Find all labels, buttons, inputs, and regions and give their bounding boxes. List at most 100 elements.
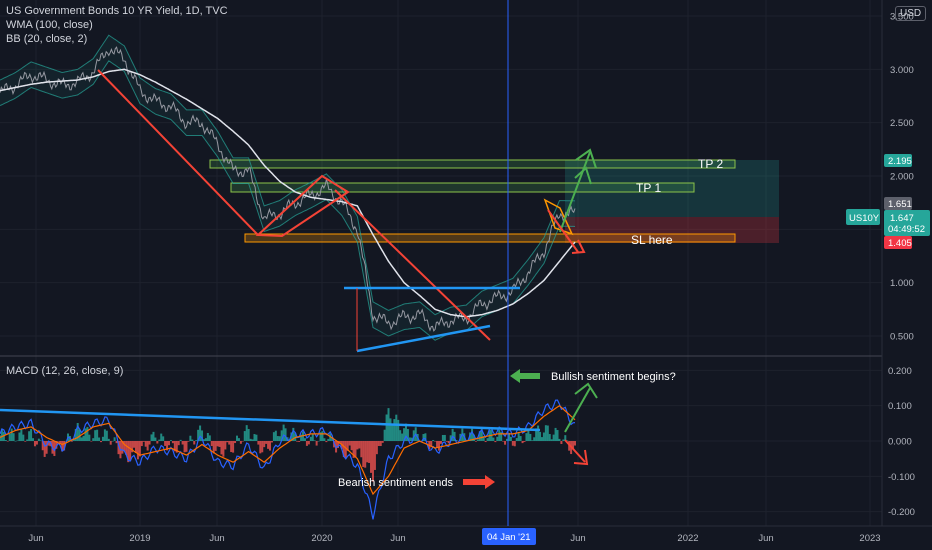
macd-histogram-bar — [298, 441, 301, 442]
macd-histogram-bar — [348, 441, 351, 446]
last-price-badge — [884, 210, 930, 236]
macd-histogram-bar — [189, 435, 192, 441]
macd-tick-label: -0.200 — [888, 507, 915, 518]
macd-histogram-bar — [404, 423, 407, 441]
macd-histogram-bar — [537, 425, 540, 441]
macd-signal-line — [0, 404, 576, 496]
macd-histogram-bar — [540, 437, 543, 441]
macd-histogram-bar — [471, 428, 474, 441]
macd-histogram-bar — [26, 439, 29, 441]
macd-histogram-bar — [296, 441, 299, 442]
macd-histogram-bar — [24, 441, 27, 442]
macd-histogram-bar — [566, 440, 569, 441]
sl-badge — [884, 236, 912, 249]
macd-histogram-bar — [406, 428, 409, 441]
macd-histogram-bar — [103, 429, 106, 441]
macd-histogram-bar — [486, 438, 489, 441]
time-tick-label: 2020 — [311, 533, 332, 544]
macd-histogram-bar — [220, 441, 223, 455]
macd-histogram-bar — [185, 441, 188, 452]
macd-histogram-bar — [201, 430, 204, 441]
macd-histogram-bar — [131, 441, 134, 453]
tp2-badge-value: 2.195 — [888, 156, 912, 167]
macd-histogram-bar — [379, 441, 382, 447]
macd-histogram-bar — [12, 433, 15, 441]
currency-button[interactable]: USD — [895, 6, 927, 21]
macd-histogram-bar — [533, 437, 536, 441]
macd-histogram-bar — [344, 441, 347, 459]
macd-up-arrow — [564, 387, 591, 433]
macd-histogram-bar — [432, 440, 435, 441]
macd-histogram-bar — [337, 441, 340, 449]
macd-histogram-bar — [47, 441, 50, 446]
main-legend: US Government Bonds 10 YR Yield, 1D, TVC… — [6, 4, 228, 46]
macd-histogram-bar — [574, 441, 576, 446]
macd-tick-label: 0.100 — [888, 401, 912, 412]
macd-histogram-bar — [513, 441, 516, 447]
macd-histogram-bar — [212, 441, 215, 454]
macd-histogram-bar — [206, 432, 209, 441]
bull-flag — [543, 198, 574, 236]
macd-histogram-bar — [237, 438, 240, 441]
macd-histogram-bar — [154, 437, 157, 441]
tp-projection-arrowhead-2 — [574, 166, 592, 185]
macd-histogram-bar — [138, 441, 141, 457]
macd-histogram-bar — [410, 437, 413, 441]
macd-histogram-bar — [230, 441, 233, 453]
macd-histogram-bar — [187, 441, 190, 442]
macd-legend: MACD (12, 26, close, 9) — [6, 365, 124, 377]
macd-histogram-bar — [28, 431, 31, 441]
macd-axis[interactable]: 0.200 0.100 0.000 -0.100 -0.200 — [888, 366, 915, 518]
bollinger-lower — [0, 60, 576, 341]
macd-histogram-bar — [564, 435, 567, 441]
macd-histogram-bar — [134, 441, 137, 453]
macd-histogram-bar — [393, 419, 396, 441]
macd-histogram-bar — [278, 436, 281, 441]
macd-histogram-bar — [408, 437, 411, 441]
time-axis[interactable]: Jun 2019 Jun 2020 Jun Jun 2022 Jun 2023 — [28, 533, 880, 544]
macd-histogram-bar — [441, 434, 444, 441]
tp2-label: TP 2 — [698, 157, 723, 171]
macd-histogram-bar — [511, 441, 514, 446]
macd-histogram-bar — [253, 434, 256, 441]
grid-lines — [0, 0, 882, 526]
macd-histogram-bar — [391, 423, 394, 441]
macd-histogram-bar — [546, 425, 549, 441]
macd-histogram-bar — [434, 441, 437, 442]
macd-histogram-bar — [307, 441, 310, 445]
macd-histogram-bar — [204, 438, 207, 441]
macd-histogram-bar — [422, 434, 425, 441]
macd-histogram-bar — [251, 439, 254, 441]
macd-histogram-bar — [381, 441, 384, 443]
macd-histogram-bar — [90, 441, 93, 442]
macd-histogram-bar — [257, 441, 260, 445]
macd-histogram-bar — [498, 430, 501, 441]
macd-down-arrow — [564, 439, 586, 463]
macd-histogram-bar — [80, 437, 83, 441]
macd-histogram-bar — [480, 429, 483, 441]
chart-title: US Government Bonds 10 YR Yield, 1D, TVC — [6, 5, 228, 17]
macd-histogram-bar — [478, 431, 481, 441]
macd-histogram-bar — [86, 426, 89, 441]
macd-histogram-bar — [152, 431, 155, 441]
countdown-value: 04:49:52 — [888, 224, 925, 235]
macd-histogram-bar — [482, 436, 485, 441]
macd-histogram-bar — [171, 441, 174, 444]
macd-histogram-bar — [222, 441, 225, 457]
macd-histogram-bar — [55, 441, 58, 449]
macd-histogram-bar — [169, 440, 172, 441]
macd-histogram-bar — [82, 435, 85, 441]
sl-projection-arrowhead — [571, 239, 586, 254]
macd-histogram-bar — [303, 438, 306, 441]
macd-histogram-bar — [290, 432, 293, 441]
macd-histogram-bar — [280, 430, 283, 441]
macd-histogram-bar — [455, 440, 458, 441]
macd-histogram-bar — [399, 430, 402, 441]
macd-histogram-bar — [164, 441, 167, 446]
macd-histogram-bar — [88, 434, 91, 441]
macd-histogram-bar — [504, 441, 507, 445]
macd-histogram-bar — [144, 441, 147, 447]
macd-histogram-bar — [146, 441, 149, 451]
